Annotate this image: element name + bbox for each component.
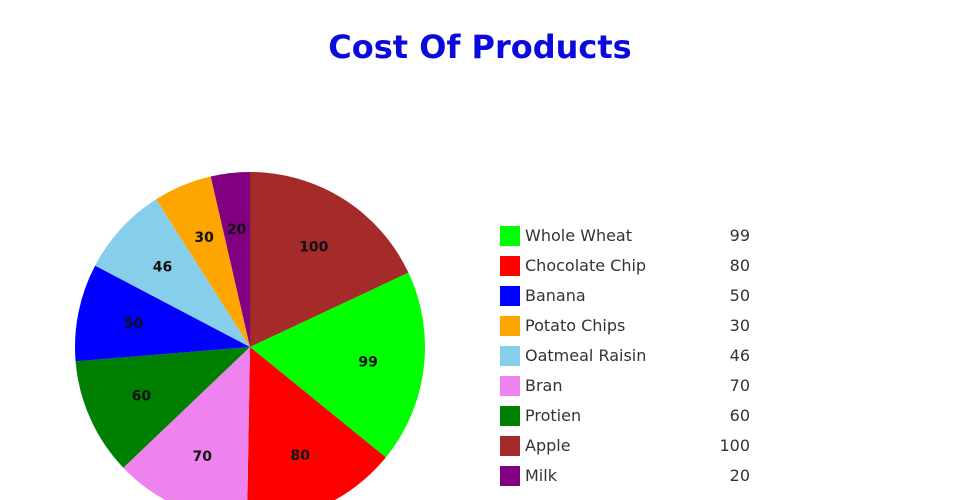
legend-label: Milk bbox=[525, 466, 557, 485]
legend-item: Chocolate Chip 80 bbox=[500, 254, 760, 284]
legend-label: Whole Wheat bbox=[525, 226, 633, 245]
slice-value-label: 60 bbox=[132, 389, 152, 405]
legend-value: 60 bbox=[729, 406, 750, 425]
legend-value: 100 bbox=[719, 436, 750, 455]
pie-slice-oatmeal-raisin bbox=[95, 199, 250, 347]
legend-value: 30 bbox=[729, 316, 750, 335]
legend-swatch bbox=[500, 316, 520, 336]
legend-swatch bbox=[500, 466, 520, 486]
legend-item: Banana 50 bbox=[500, 284, 760, 314]
slice-value-label: 100 bbox=[299, 240, 328, 256]
legend-swatch bbox=[500, 376, 520, 396]
legend-label: Chocolate Chip bbox=[525, 256, 647, 275]
legend-label: Potato Chips bbox=[525, 316, 626, 335]
legend-value: 70 bbox=[729, 376, 750, 395]
legend-label: Bran bbox=[525, 376, 563, 395]
legend-item: Milk 20 bbox=[500, 464, 760, 494]
pie-slice-potato-chips bbox=[156, 176, 250, 347]
slice-value-label: 50 bbox=[124, 316, 144, 332]
legend-swatch bbox=[500, 406, 520, 426]
slice-value-label: 30 bbox=[194, 230, 214, 246]
pie-slice-chocolate-chip bbox=[247, 347, 386, 500]
slice-value-label: 70 bbox=[192, 449, 212, 465]
pie-slice-milk bbox=[210, 172, 250, 347]
legend-label: Protien bbox=[525, 406, 582, 425]
legend-label: Banana bbox=[525, 286, 586, 305]
legend-value: 50 bbox=[729, 286, 750, 305]
legend-label: Apple bbox=[525, 436, 571, 455]
legend-item: Oatmeal Raisin 46 bbox=[500, 344, 760, 374]
legend-value: 46 bbox=[729, 346, 750, 365]
legend-swatch bbox=[500, 436, 520, 456]
legend-value: 80 bbox=[729, 256, 750, 275]
chart-legend: Whole Wheat 99 Chocolate Chip 80 Banana 50 Pot… bbox=[500, 224, 760, 494]
legend-value: 20 bbox=[729, 466, 750, 485]
legend-item: Whole Wheat 99 bbox=[500, 224, 760, 254]
legend-item: Potato Chips 30 bbox=[500, 314, 760, 344]
legend-swatch bbox=[500, 256, 520, 276]
legend-item: Bran 70 bbox=[500, 374, 760, 404]
legend-item: Apple 100 bbox=[500, 434, 760, 464]
legend-swatch bbox=[500, 346, 520, 366]
legend-value: 99 bbox=[729, 226, 750, 245]
slice-value-label: 46 bbox=[153, 259, 172, 275]
slice-value-label: 99 bbox=[358, 354, 377, 370]
legend-item: Protien 60 bbox=[500, 404, 760, 434]
slice-value-label: 80 bbox=[290, 448, 310, 464]
pie-slice-banana bbox=[75, 265, 250, 362]
chart-title: Cost Of Products bbox=[328, 28, 632, 66]
pie-slice-bran bbox=[123, 347, 250, 500]
legend-swatch bbox=[500, 226, 520, 246]
pie-labels: 100 99 80 70 60 50 46 30 20 bbox=[124, 222, 378, 465]
pie-slices bbox=[75, 172, 425, 500]
pie-slice-whole-wheat bbox=[250, 272, 425, 458]
legend-label: Oatmeal Raisin bbox=[525, 346, 647, 365]
pie-slice-apple bbox=[250, 172, 409, 347]
legend-swatch bbox=[500, 286, 520, 306]
pie-slice-protien bbox=[75, 347, 250, 468]
slice-value-label: 20 bbox=[227, 222, 247, 238]
